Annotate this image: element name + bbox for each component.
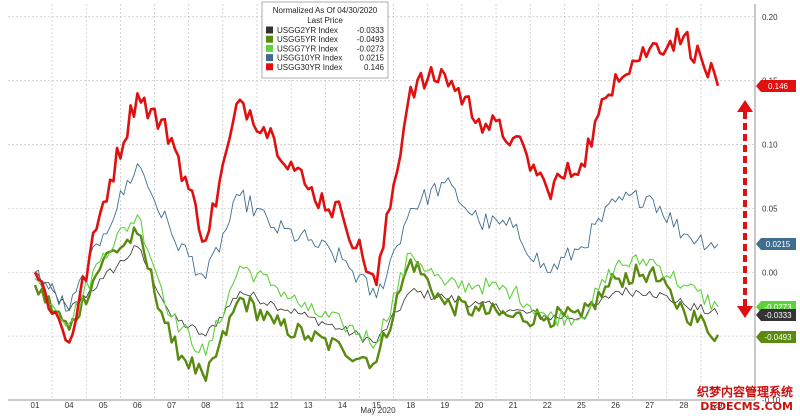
- legend: Normalized As Of 04/30/2020 Last Price U…: [261, 1, 389, 79]
- x-tick-label: 11: [236, 401, 245, 410]
- x-tick-label: 14: [338, 401, 347, 410]
- legend-swatch: [266, 44, 273, 52]
- watermark: 织梦内容管理系统 DEDECMS.COM: [697, 384, 793, 413]
- y-tick-label: 0.00: [762, 268, 778, 277]
- x-axis-label: May 2020: [360, 406, 396, 415]
- legend-swatch: [266, 63, 273, 71]
- x-tick-label: 20: [474, 401, 483, 410]
- x-tick-label: 22: [543, 401, 552, 410]
- value-tag: [756, 309, 796, 321]
- legend-items: USGG2YR Index -0.0333 USGG5YR Index -0.0493…: [266, 26, 385, 72]
- legend-swatch: [266, 35, 273, 43]
- x-tick-label: 13: [304, 401, 313, 410]
- legend-series-name: USGG10YR Index: [277, 54, 342, 63]
- x-tick-label: 05: [99, 401, 108, 410]
- legend-series-value: -0.0493: [357, 35, 385, 44]
- series-line-usgg30yr: [33, 27, 720, 344]
- x-tick-label: 08: [201, 401, 210, 410]
- x-tick-label: 19: [440, 401, 449, 410]
- series-line-usgg7yr: [34, 214, 719, 356]
- x-tick-label: 18: [406, 401, 415, 410]
- x-tick-label: 15: [372, 401, 381, 410]
- spread-arrow: [737, 100, 753, 318]
- series-line-usgg10yr: [34, 163, 719, 312]
- legend-series-name: USGG5YR Index: [277, 35, 338, 44]
- value-tag: [756, 331, 796, 343]
- x-tick-label: 26: [611, 401, 620, 410]
- value-tag: [756, 80, 796, 92]
- watermark-line2: DEDECMS.COM: [700, 400, 793, 413]
- legend-series-value: 0.146: [364, 63, 385, 72]
- legend-box: [261, 1, 389, 79]
- last-value-tags: 0.146 0.0215 -0.0273-0.0333 -0.0493: [756, 80, 796, 343]
- x-tick-label: 29: [714, 401, 723, 410]
- legend-title: Normalized As Of 04/30/2020: [273, 6, 378, 15]
- spread-arrow-down-head: [737, 306, 753, 318]
- legend-swatch: [266, 26, 273, 34]
- y-tick-label: 0.20: [762, 13, 778, 22]
- series-lines: [33, 27, 720, 382]
- legend-series-value: 0.0215: [360, 54, 385, 63]
- series-line-usgg5yr: [33, 226, 720, 382]
- x-tick-label: 25: [577, 401, 586, 410]
- value-tag: [756, 238, 796, 250]
- axes: [8, 4, 756, 401]
- legend-series-name: USGG30YR Index: [277, 63, 342, 72]
- y-tick-label: -0.10: [762, 396, 781, 405]
- value-tag-label: -0.0333: [764, 311, 792, 320]
- x-tick-label: 01: [31, 401, 40, 410]
- spread-arrow-up-head: [737, 100, 753, 112]
- x-tick-label: 28: [679, 401, 688, 410]
- legend-subtitle: Last Price: [307, 16, 343, 25]
- legend-swatch: [266, 54, 273, 62]
- x-tick-label: 21: [509, 401, 518, 410]
- legend-series-name: USGG2YR Index: [277, 26, 338, 35]
- x-tick-labels: 01 04 05 06 07 08 11 12 13 14 15 18 19 20 21 22 25 26 27 28…: [31, 401, 723, 410]
- watermark-line1: 织梦内容管理系统: [697, 384, 793, 399]
- legend-series-value: -0.0333: [357, 26, 385, 35]
- x-tick-label: 27: [645, 401, 654, 410]
- x-tick-label: 06: [133, 401, 142, 410]
- legend-series-value: -0.0273: [357, 44, 385, 53]
- x-tick-label: 04: [65, 401, 74, 410]
- legend-series-name: USGG7YR Index: [277, 44, 338, 53]
- x-tick-label: 07: [167, 401, 176, 410]
- value-tag-label: -0.0493: [764, 333, 792, 342]
- value-tag-label: 0.0215: [766, 240, 791, 249]
- x-tick-label: 12: [270, 401, 279, 410]
- y-tick-label: 0.05: [762, 204, 778, 213]
- y-tick-label: 0.10: [762, 141, 778, 150]
- value-tag-label: 0.146: [768, 82, 789, 91]
- value-tag-label: -0.0273: [764, 303, 792, 312]
